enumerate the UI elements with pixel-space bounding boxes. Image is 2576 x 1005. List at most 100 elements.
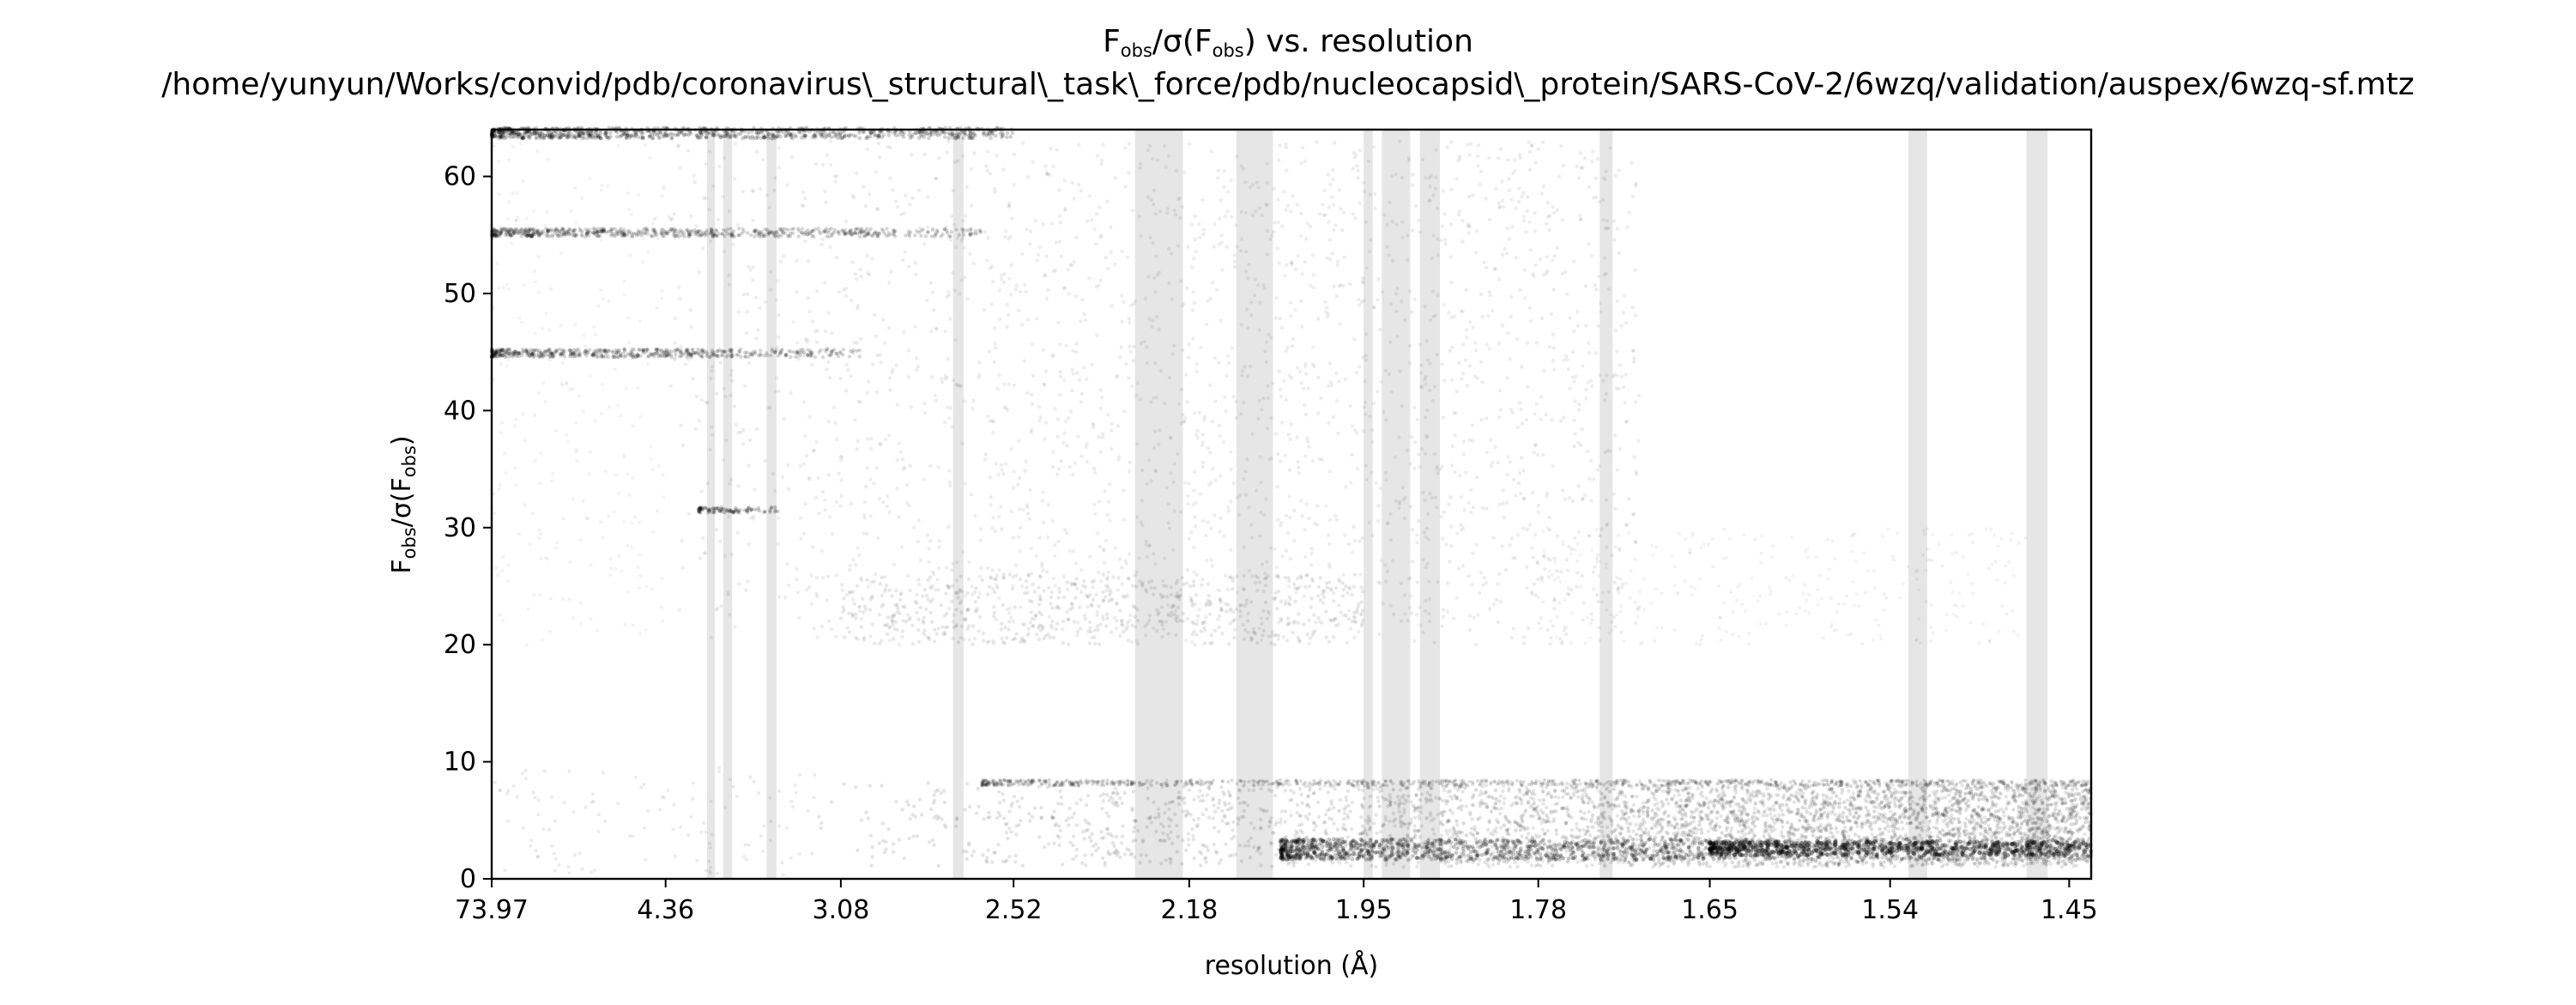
data-point: [1624, 807, 1629, 811]
data-point: [1430, 783, 1435, 787]
data-point: [1756, 817, 1760, 821]
data-point: [1620, 826, 1624, 832]
data-point: [1688, 785, 1692, 790]
data-point: [1927, 793, 1932, 798]
data-point: [1729, 833, 1733, 839]
data-point: [1511, 801, 1516, 806]
data-point: [1519, 814, 1523, 819]
data-point: [1769, 829, 1775, 833]
data-point: [1571, 790, 1576, 795]
data-point: [1132, 825, 1137, 830]
data-point: [1610, 783, 1614, 787]
data-point: [1581, 816, 1586, 821]
data-point: [2068, 806, 2072, 811]
data-point: [2081, 825, 2085, 829]
data-point: [1085, 827, 1091, 832]
data-point: [1294, 779, 1298, 784]
data-point: [1089, 839, 1093, 843]
data-point: [1686, 791, 1690, 796]
data-point: [1989, 813, 1994, 818]
data-point: [1384, 863, 1388, 867]
data-point: [1267, 820, 1273, 824]
data-point: [1047, 778, 1051, 782]
data-point: [1800, 779, 1805, 783]
data-point: [1889, 779, 1893, 783]
data-point: [1323, 820, 1327, 824]
data-point: [997, 801, 1002, 805]
data-point: [1146, 796, 1150, 801]
data-point: [1651, 865, 1655, 869]
data-point: [1227, 802, 1231, 806]
data-point: [1476, 863, 1481, 867]
data-point: [1274, 780, 1279, 784]
data-point: [1900, 820, 1904, 825]
data-point: [1935, 817, 1940, 822]
data-point: [1005, 821, 1009, 826]
data-point: [2028, 814, 2032, 819]
data-point: [1316, 814, 1321, 820]
data-point: [1236, 796, 1241, 801]
data-point: [2045, 796, 2049, 800]
data-point: [1025, 784, 1030, 788]
data-point: [1494, 826, 1498, 831]
data-point: [1660, 862, 1664, 866]
data-point: [1920, 863, 1926, 867]
data-point: [1733, 790, 1738, 795]
data-point: [1958, 807, 1963, 811]
data-point: [2041, 807, 2046, 811]
data-point: [1999, 837, 2004, 841]
data-point: [1963, 824, 1968, 829]
data-point: [868, 784, 872, 788]
data-point: [1914, 825, 1919, 829]
data-point: [1980, 826, 1984, 830]
data-point: [1196, 816, 1200, 821]
data-point: [1744, 832, 1748, 837]
data-point: [2034, 808, 2038, 812]
data-point: [1908, 802, 1913, 808]
ice-ring-band: [706, 130, 716, 879]
data-point: [988, 815, 992, 820]
ice-ring-bands: [706, 130, 2048, 879]
data-point: [1980, 781, 1985, 785]
data-point: [1755, 778, 1759, 783]
data-point: [1833, 813, 1837, 817]
data-point: [1430, 827, 1436, 832]
data-point: [1847, 802, 1853, 808]
data-point: [1866, 820, 1871, 825]
data-point: [1752, 806, 1757, 811]
data-point: [1115, 834, 1119, 839]
data-point: [1074, 847, 1079, 852]
data-point: [1897, 803, 1902, 808]
data-point: [1893, 833, 1897, 838]
data-point: [1554, 809, 1558, 814]
data-point: [2015, 783, 2019, 787]
data-point: [1293, 833, 1297, 839]
data-point: [1231, 828, 1235, 832]
data-point: [1956, 805, 1961, 809]
data-point: [1386, 804, 1390, 808]
data-point: [1191, 837, 1196, 842]
data-point: [1928, 819, 1932, 823]
data-point: [1211, 816, 1215, 820]
data-point: [1902, 807, 1907, 811]
data-point: [1979, 817, 1984, 822]
data-point: [1515, 802, 1520, 806]
data-point: [1371, 787, 1376, 791]
data-point: [2007, 801, 2011, 805]
data-point: [953, 824, 958, 828]
data-point: [1200, 793, 1205, 798]
data-point: [1777, 813, 1781, 818]
data-point: [1312, 827, 1316, 832]
data-point: [1781, 848, 1786, 852]
data-point: [1940, 796, 1944, 801]
ice-ring-band: [723, 130, 733, 879]
data-point: [967, 841, 971, 845]
data-point: [1655, 802, 1660, 806]
data-point: [1954, 850, 1959, 854]
data-point: [1246, 839, 1251, 844]
data-point: [2011, 826, 2016, 830]
data-point: [1484, 784, 1489, 788]
data-point: [1829, 859, 1834, 864]
data-point: [1498, 812, 1503, 816]
data-point: [1841, 820, 1845, 824]
